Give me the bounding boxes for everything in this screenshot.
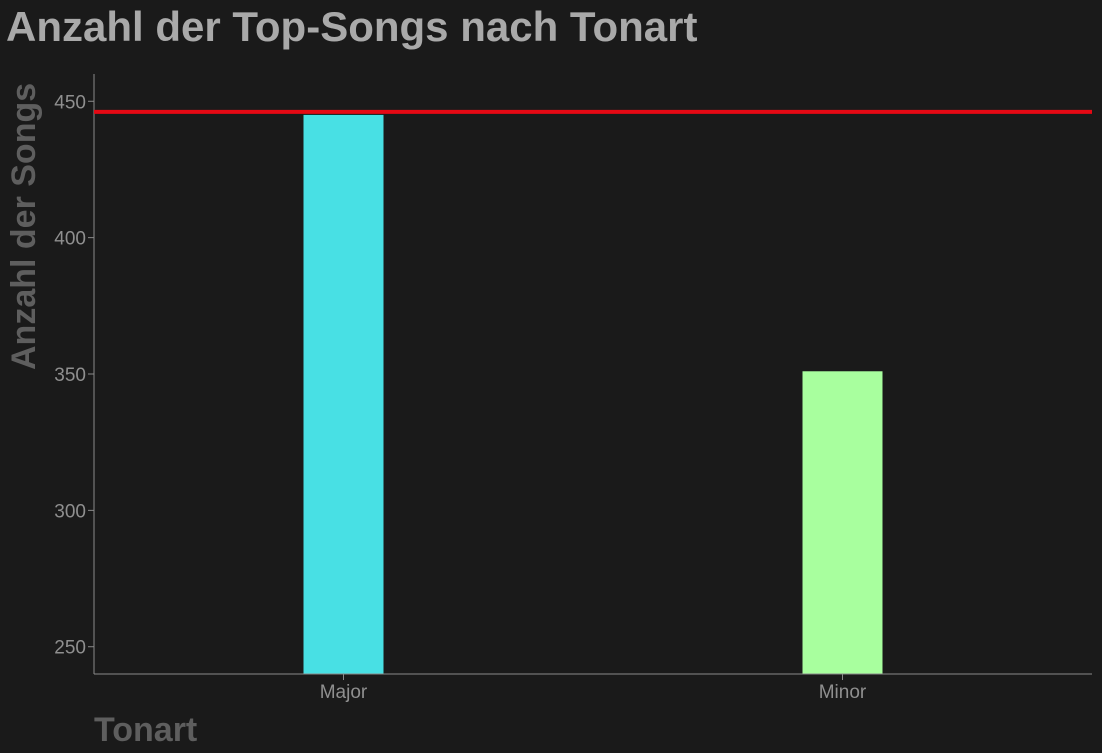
x-tick-label-minor: Minor xyxy=(819,682,867,703)
x-tick-label-major: Major xyxy=(320,682,368,703)
x-axis-ticks: Major Minor xyxy=(320,674,867,703)
y-tick-label: 300 xyxy=(54,501,86,522)
bars-group xyxy=(303,114,883,675)
y-axis-title: Anzahl der Songs xyxy=(5,83,43,370)
bar-major xyxy=(303,114,384,675)
x-axis-title: Tonart xyxy=(94,711,197,749)
y-tick-label: 350 xyxy=(54,365,86,386)
bar-minor xyxy=(802,371,883,674)
y-tick-label: 450 xyxy=(54,92,86,113)
chart-title: Anzahl der Top-Songs nach Tonart xyxy=(6,3,697,50)
y-tick-label: 400 xyxy=(54,229,86,250)
y-tick-label: 250 xyxy=(54,638,86,659)
y-axis-ticks: 250 300 350 400 450 xyxy=(54,92,94,659)
